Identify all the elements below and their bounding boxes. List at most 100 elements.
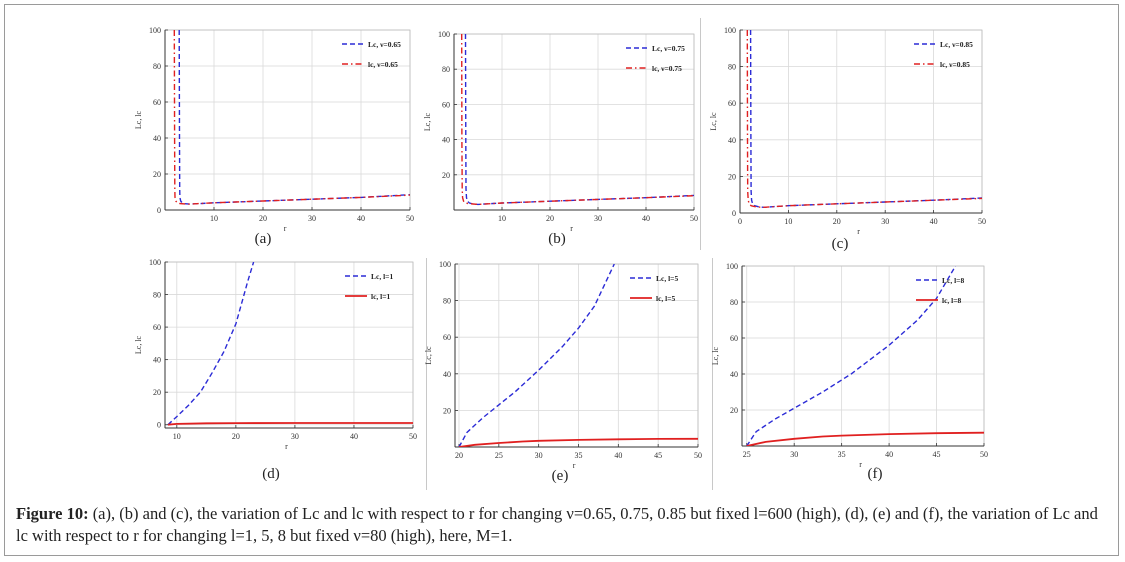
x-tick-label: 40: [930, 217, 938, 226]
x-tick-label: 0: [738, 217, 742, 226]
panel-divider: [700, 18, 701, 250]
y-tick-label: 100: [149, 26, 161, 35]
y-tick-label: 20: [443, 406, 451, 415]
x-axis-label: r: [573, 461, 576, 470]
legend-entry: lc, ν=0.85: [940, 60, 970, 69]
series-d-Lc-line: [167, 262, 255, 426]
series-c-lc-line: [746, 30, 982, 209]
chart-c-group: 0 10 20 30 40 50 0 20 40 60 80 100 r Lc, lc Lc, ν=0.85…: [709, 26, 986, 252]
series-b-Lc-line: [464, 34, 694, 206]
series-a-lc-line: [173, 30, 410, 205]
legend-entry: Lc, ν=0.75: [652, 44, 685, 53]
x-tick-label: 30: [308, 214, 316, 223]
legend-entry: lc, l=1: [371, 292, 391, 301]
x-tick-label: 40: [642, 214, 650, 223]
x-tick-label: 20: [833, 217, 841, 226]
x-tick-label: 40: [614, 451, 622, 460]
y-tick-label: 80: [443, 297, 451, 306]
y-tick-label: 80: [442, 65, 450, 74]
legend-entry: Lc, ν=0.65: [368, 40, 401, 49]
chart-b-group: 10 20 30 40 50 20 40 60 80 100 r Lc, lc Lc, ν=0.75 lc…: [423, 30, 698, 247]
y-tick-label: 100: [149, 258, 161, 267]
x-tick-label: 50: [978, 217, 986, 226]
legend-entry: Lc, l=1: [371, 272, 393, 281]
legend-entry: Lc, l=5: [656, 274, 678, 283]
x-tick-label: 40: [357, 214, 365, 223]
y-tick-label: 100: [724, 26, 736, 35]
series-f-Lc-line: [746, 266, 957, 446]
x-tick-label: 50: [694, 451, 702, 460]
y-axis-label: Lc, lc: [424, 346, 433, 365]
y-tick-label: 60: [442, 100, 450, 109]
panel-label-f: (f): [868, 466, 883, 482]
series-e-Lc-line: [458, 264, 615, 447]
panel-label-c: (c): [832, 236, 849, 252]
y-tick-label: 0: [732, 209, 736, 218]
legend-entry: lc, ν=0.65: [368, 60, 398, 69]
y-tick-label: 40: [443, 370, 451, 379]
y-axis-label: Lc, lc: [134, 110, 143, 129]
x-tick-label: 50: [690, 214, 698, 223]
x-tick-label: 20: [546, 214, 554, 223]
plot-frame: [453, 33, 695, 211]
y-tick-label: 60: [153, 323, 161, 332]
y-tick-label: 20: [730, 406, 738, 415]
y-tick-label: 60: [153, 98, 161, 107]
x-tick-label: 10: [173, 432, 181, 441]
y-tick-label: 40: [153, 356, 161, 365]
series-e-lc-line: [458, 437, 698, 447]
plot-frame: [739, 29, 983, 214]
x-axis-label: r: [859, 460, 862, 469]
x-tick-label: 30: [594, 214, 602, 223]
y-tick-label: 80: [730, 298, 738, 307]
x-tick-label: 10: [210, 214, 218, 223]
series-f-lc-line: [746, 431, 984, 446]
figure-frame: [4, 4, 1119, 556]
x-tick-label: 20: [259, 214, 267, 223]
y-tick-label: 20: [442, 171, 450, 180]
x-tick-label: 50: [406, 214, 414, 223]
y-tick-label: 100: [726, 262, 738, 271]
y-tick-label: 80: [153, 291, 161, 300]
x-axis-label: r: [284, 224, 287, 233]
caption-label: Figure 10:: [16, 504, 89, 523]
y-tick-label: 20: [153, 170, 161, 179]
x-axis-label: r: [570, 224, 573, 233]
plot-frame: [164, 29, 411, 211]
x-tick-label: 30: [291, 432, 299, 441]
y-axis-label: Lc, lc: [134, 335, 143, 354]
x-tick-label: 10: [784, 217, 792, 226]
x-axis-label: r: [857, 227, 860, 236]
series-b-lc-line: [461, 34, 694, 206]
y-axis-label: Lc, lc: [423, 112, 432, 131]
x-tick-label: 45: [933, 450, 941, 459]
panel-divider: [712, 258, 713, 490]
chart-d-group: 10 20 30 40 50 0 20 40 60 80 100 r Lc, lc Lc, l=1 lc, …: [134, 258, 417, 482]
chart-e-group: 20 25 30 35 40 45 50 20 40 60 80 100 r Lc, lc Lc, l=5 l…: [424, 260, 702, 484]
panel-label-e: (e): [552, 468, 569, 484]
x-tick-label: 50: [980, 450, 988, 459]
plot-frame: [164, 261, 414, 429]
x-tick-label: 30: [881, 217, 889, 226]
x-tick-label: 10: [498, 214, 506, 223]
y-axis-label: Lc, lc: [711, 346, 720, 365]
figure-caption: Figure 10: (a), (b) and (c), the variati…: [16, 503, 1111, 547]
y-tick-label: 20: [728, 172, 736, 181]
chart-f-group: 25 30 35 40 45 50 20 40 60 80 100 r Lc, lc Lc, l=8 lc,…: [711, 262, 988, 482]
y-axis-label: Lc, lc: [709, 112, 718, 131]
y-tick-label: 100: [438, 30, 450, 39]
y-tick-label: 60: [443, 333, 451, 342]
x-tick-label: 40: [350, 432, 358, 441]
panel-label-b: (b): [548, 231, 566, 247]
chart-a-group: 10 20 30 40 50 0 20 40 60 80 100 r Lc, lc Lc, ν=0.65 l…: [134, 26, 414, 247]
legend-entry: Lc, l=8: [942, 276, 964, 285]
y-tick-label: 80: [153, 62, 161, 71]
plot-frame: [741, 265, 985, 447]
panel-divider: [426, 258, 427, 490]
x-tick-label: 50: [409, 432, 417, 441]
panel-label-a: (a): [255, 231, 272, 247]
y-tick-label: 40: [442, 136, 450, 145]
legend-entry: Lc, ν=0.85: [940, 40, 973, 49]
series-c-Lc-line: [749, 30, 982, 209]
